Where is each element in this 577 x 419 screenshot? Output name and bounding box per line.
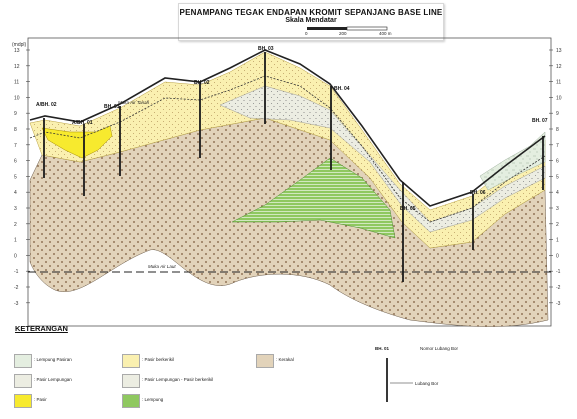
borehole-label: BH. 05 <box>400 206 416 212</box>
scale-label-200: 200 <box>339 31 347 36</box>
title-block: PENAMPANG TEGAK ENDAPAN KROMIT SEPANJANG… <box>178 3 444 41</box>
layer-pasir-lempungan-berkerikil <box>219 85 546 233</box>
legend-label-pasir-berkerikil: : Pasir berkerikil <box>142 357 175 362</box>
axis-tick-label: 3 <box>14 206 17 212</box>
figure-title: PENAMPANG TEGAK ENDAPAN KROMIT SEPANJANG… <box>179 8 443 17</box>
axis-tick-label: -3 <box>556 301 561 307</box>
axis-tick-label: 1 <box>556 238 559 244</box>
legend-swatch-pasir-berkerikil <box>122 354 140 368</box>
borehole-label: A/BH. 02 <box>36 102 57 108</box>
axis-tick-label: 9 <box>556 111 559 117</box>
axis-unit-label: (mdpl) <box>12 42 27 48</box>
legend-title: KETERANGAN <box>15 324 68 333</box>
surface-line <box>29 49 546 207</box>
axis-tick-label: 11 <box>556 80 561 86</box>
axis-tick-label: 1 <box>14 238 17 244</box>
legend-swatch-lempung <box>122 394 140 408</box>
sea-level-annotation: Muka Air Laut <box>148 264 176 269</box>
borehole-label: A/BH. 01 <box>72 120 93 126</box>
scale-label-400: 400 m <box>379 31 392 36</box>
legend-swatch-pasir-lempungan <box>14 374 32 388</box>
axis-tick-label: 0 <box>14 253 17 259</box>
borehole-label: BH. 02 <box>194 80 210 86</box>
scale-label-0: 0 <box>305 31 308 36</box>
legend-swatch-lempung-pasiran <box>14 354 32 368</box>
groundwater-annotation: Muka Air Tanah <box>118 100 150 105</box>
legend-bh-name-label: Nomor Lubang Bor <box>420 346 459 351</box>
legend-label-kerakal: : Kerakal <box>276 357 294 362</box>
axis-tick-label: 5 <box>556 174 559 180</box>
axis-tick-label: -1 <box>556 269 561 275</box>
figure-subtitle: Skala Mendatar <box>285 17 337 24</box>
legend-label-lempung-pasiran: : Lempung Pasiran <box>34 357 72 362</box>
axis-tick-label: 2 <box>556 222 559 228</box>
axis-tick-label: 0 <box>556 253 559 259</box>
axis-tick-label: 7 <box>14 143 17 149</box>
axis-tick-label: 10 <box>556 95 562 101</box>
legend-label-pasir-lempungan-berkerikil: : Pasir Lempungan - Pasir berkerikil <box>142 377 214 382</box>
axis-tick-label: -1 <box>14 269 19 275</box>
axis-tick-label: -2 <box>556 285 561 291</box>
axis-tick-label: 8 <box>14 127 17 133</box>
axis-tick-label: 4 <box>14 190 17 196</box>
borehole-group: A/BH. 02 A/BH. 01 BH. 01 BH. 02 BH. 03 BH. 04… <box>36 46 548 282</box>
legend-swatch-pasir <box>14 394 32 408</box>
axis-tick-label: 12 <box>14 64 20 70</box>
layer-lempung <box>231 157 396 239</box>
legend-bh-line-label: Lubang Bor <box>415 381 439 386</box>
axis-tick-label: 5 <box>14 174 17 180</box>
axis-tick-label: 3 <box>556 206 559 212</box>
borehole-label: BH. 07 <box>532 118 548 124</box>
groundwater-line <box>29 75 546 223</box>
axis-tick-label: 13 <box>14 48 20 54</box>
legend-swatch-kerakal <box>256 354 274 368</box>
axis-tick-label: 7 <box>556 143 559 149</box>
axis-tick-label: 6 <box>14 159 17 165</box>
legend-label-lempung: : Lempung <box>142 397 164 402</box>
axis-tick-label: 9 <box>14 111 17 117</box>
axis-tick-label: 11 <box>14 80 19 86</box>
legend-label-pasir: : Pasir <box>34 397 47 402</box>
axis-tick-label: 4 <box>556 190 559 196</box>
axis-tick-label: 6 <box>556 159 559 165</box>
axis-tick-label: 8 <box>556 127 559 133</box>
axis-tick-label: 2 <box>14 222 17 228</box>
axis-tick-label: 10 <box>14 95 20 101</box>
frame <box>27 37 552 327</box>
axis-tick-label: 12 <box>556 64 562 70</box>
scale-bar: 0 200 400 m <box>179 26 443 38</box>
layer-kerakal <box>29 117 549 327</box>
borehole-label: BH. 03 <box>258 46 274 52</box>
axis-tick-label: -2 <box>14 285 19 291</box>
scale-bar-graphic <box>307 26 388 31</box>
legend-label-pasir-lempungan: : Pasir Lempungan <box>34 377 72 382</box>
borehole-label: BH. 01 <box>104 104 120 110</box>
axis-tick-label: -3 <box>14 301 19 307</box>
layer-pasir <box>41 125 113 159</box>
legend-swatch-pasir-lempungan-berkerikil <box>122 374 140 388</box>
legend-bh-example: BH. 01 <box>375 346 390 351</box>
borehole-label: BH. 06 <box>470 190 486 196</box>
legend-borehole-key <box>386 358 413 402</box>
borehole-label: BH. 04 <box>334 86 350 92</box>
axis-tick-label: 13 <box>556 48 562 54</box>
